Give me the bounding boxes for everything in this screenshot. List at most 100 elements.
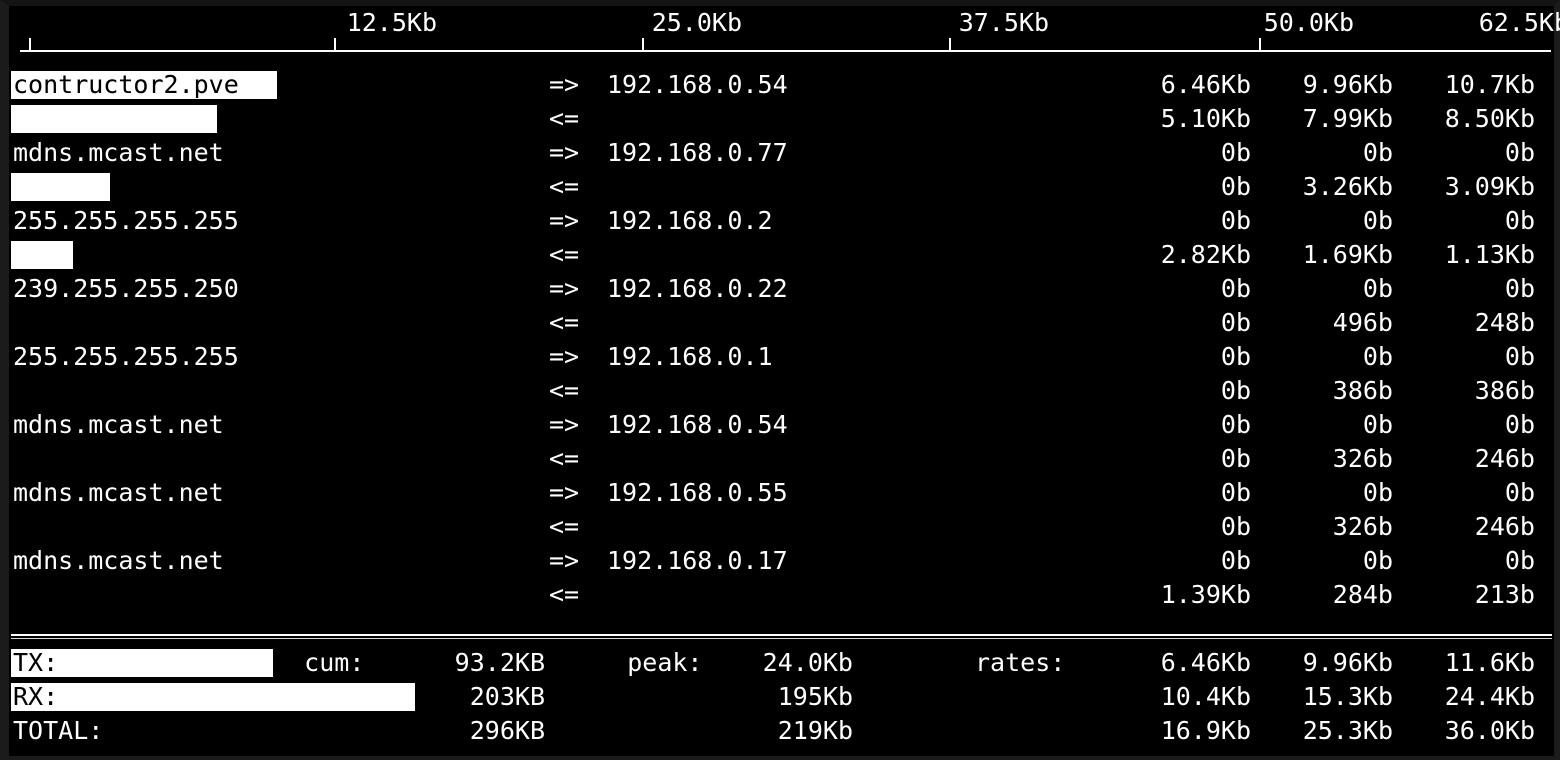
scale-tick-0 <box>29 38 31 52</box>
summary-direction-label: TX: <box>13 648 59 677</box>
tx-rate-2s: 0b <box>1220 546 1251 575</box>
rx-rate-2s: 0b <box>1220 444 1251 473</box>
receive-arrow-icon: <= <box>549 376 580 405</box>
scale-label-2: 37.5Kb <box>958 8 1049 37</box>
host-name: mdns.mcast.net <box>13 410 224 439</box>
connection-pair[interactable]: mdns.mcast.net => 192.168.0.55 0b 0b 0b <= 0b 32… <box>9 476 1554 544</box>
host-name: 255.255.255.255 <box>13 206 239 235</box>
tx-rate-10s: 0b <box>1362 478 1393 507</box>
connection-row-rx[interactable]: <= 5.10Kb 7.99Kb 8.50Kb <box>9 102 1554 136</box>
connection-row-tx[interactable]: mdns.mcast.net => 192.168.0.77 0b 0b 0b <box>9 136 1554 170</box>
tx-rate-2s: 0b <box>1220 478 1251 507</box>
connection-row-tx[interactable]: 255.255.255.255 => 192.168.0.1 0b 0b 0b <box>9 340 1554 374</box>
scale-tick-2 <box>642 38 644 52</box>
summary-row-text: RX: 203KB 195Kb 10.4Kb 15.3Kb 24.4Kb <box>9 680 1554 714</box>
summary-rate-2s: 16.9Kb <box>1160 716 1251 745</box>
tx-rate-2s: 6.46Kb <box>1160 70 1251 99</box>
connection-row-rx[interactable]: <= 2.82Kb 1.69Kb 1.13Kb <box>9 238 1554 272</box>
send-arrow-icon: => <box>549 206 580 235</box>
host-name: 255.255.255.255 <box>13 342 239 371</box>
connection-row-tx[interactable]: mdns.mcast.net => 192.168.0.55 0b 0b 0b <box>9 476 1554 510</box>
connection-pair[interactable]: mdns.mcast.net => 192.168.0.17 0b 0b 0b <= 1.39… <box>9 544 1554 612</box>
rx-rate-10s: 3.26Kb <box>1302 172 1393 201</box>
tx-rate-40s: 0b <box>1504 478 1535 507</box>
tx-rate-2s: 0b <box>1220 138 1251 167</box>
rx-rate-40s: 248b <box>1474 308 1535 337</box>
receive-arrow-icon: <= <box>549 308 580 337</box>
rx-rate-10s: 284b <box>1332 580 1393 609</box>
rx-row-text: <= 1.39Kb 284b 213b <box>9 578 1554 612</box>
rx-row-text: <= 0b 326b 246b <box>9 442 1554 476</box>
rx-rate-10s: 7.99Kb <box>1302 104 1393 133</box>
summary-peak-cell: 219Kb <box>642 716 853 745</box>
host-name: mdns.mcast.net <box>13 546 224 575</box>
summary-bandwidth-bar <box>11 649 273 677</box>
summary-cum-cell: 296KB <box>349 716 545 745</box>
summary-rate-40s: 24.4Kb <box>1444 682 1535 711</box>
summary-rate-10s: 9.96Kb <box>1302 648 1393 677</box>
summary-row: RX: 203KB 195Kb 10.4Kb 15.3Kb 24.4Kb <box>9 680 1554 714</box>
host-name: mdns.mcast.net <box>13 138 224 167</box>
connection-row-tx[interactable]: contructor2.pve => 192.168.0.54 6.46Kb 9.96K… <box>9 68 1554 102</box>
tx-rate-10s: 0b <box>1362 410 1393 439</box>
receive-arrow-icon: <= <box>549 240 580 269</box>
connection-pair[interactable]: mdns.mcast.net => 192.168.0.77 0b 0b 0b <= 0b 3.… <box>9 136 1554 204</box>
rx-row-text: <= 0b 496b 248b <box>9 306 1554 340</box>
tx-rate-10s: 0b <box>1362 206 1393 235</box>
summary-separator <box>11 634 1552 636</box>
rx-row-text: <= 0b 386b 386b <box>9 374 1554 408</box>
tx-row-text: mdns.mcast.net => 192.168.0.54 0b 0b 0b <box>9 408 1554 442</box>
receive-arrow-icon: <= <box>549 512 580 541</box>
rx-row-text: <= 5.10Kb 7.99Kb 8.50Kb <box>9 102 1554 136</box>
tx-rate-40s: 0b <box>1504 138 1535 167</box>
connection-row-rx[interactable]: <= 0b 326b 246b <box>9 510 1554 544</box>
connection-pair[interactable]: 239.255.255.250 => 192.168.0.22 0b 0b 0b <= 0b 4… <box>9 272 1554 340</box>
connection-pair[interactable]: 255.255.255.255 => 192.168.0.2 0b 0b 0b <= 2.82… <box>9 204 1554 272</box>
peer-address: 192.168.0.77 <box>607 138 788 167</box>
rx-rate-40s: 246b <box>1474 512 1535 541</box>
connection-row-tx[interactable]: 239.255.255.250 => 192.168.0.22 0b 0b 0b <box>9 272 1554 306</box>
connection-row-tx[interactable]: mdns.mcast.net => 192.168.0.17 0b 0b 0b <box>9 544 1554 578</box>
tx-rate-10s: 9.96Kb <box>1302 70 1393 99</box>
scale-tick-4 <box>1259 38 1261 52</box>
connection-row-tx[interactable]: mdns.mcast.net => 192.168.0.54 0b 0b 0b <box>9 408 1554 442</box>
summary-rates-label: rates: <box>975 648 1066 677</box>
connection-row-rx[interactable]: <= 0b 3.26Kb 3.09Kb <box>9 170 1554 204</box>
scale-label-0: 12.5Kb <box>346 8 437 37</box>
rx-rate-40s: 3.09Kb <box>1444 172 1535 201</box>
rx-rate-40s: 386b <box>1474 376 1535 405</box>
connection-row-rx[interactable]: <= 0b 326b 246b <box>9 442 1554 476</box>
connection-pair[interactable]: mdns.mcast.net => 192.168.0.54 0b 0b 0b <= 0b 32… <box>9 408 1554 476</box>
summary-rate-40s: 36.0Kb <box>1444 716 1535 745</box>
tx-rate-40s: 0b <box>1504 342 1535 371</box>
connection-row-tx[interactable]: 255.255.255.255 => 192.168.0.2 0b 0b 0b <box>9 204 1554 238</box>
summary-bandwidth-bar <box>11 683 415 711</box>
scale-tick-1 <box>334 38 336 52</box>
summary-rate-2s: 6.46Kb <box>1160 648 1251 677</box>
receive-arrow-icon: <= <box>549 580 580 609</box>
tx-rate-40s: 10.7Kb <box>1444 70 1535 99</box>
connection-row-rx[interactable]: <= 0b 386b 386b <box>9 374 1554 408</box>
summary-row-text: TX: cum: 93.2KB peak: 24.0Kb 6.46Kb 9.96Kb 11… <box>9 646 1554 680</box>
connection-row-rx[interactable]: <= 1.39Kb 284b 213b <box>9 578 1554 612</box>
connection-pair[interactable]: contructor2.pve => 192.168.0.54 6.46Kb 9.96K… <box>9 68 1554 136</box>
receive-arrow-icon: <= <box>549 444 580 473</box>
rx-rate-2s: 0b <box>1220 172 1251 201</box>
tx-row-text: 255.255.255.255 => 192.168.0.1 0b 0b 0b <box>9 340 1554 374</box>
tx-bandwidth-bar <box>11 71 277 99</box>
send-arrow-icon: => <box>549 546 580 575</box>
connection-list[interactable]: contructor2.pve => 192.168.0.54 6.46Kb 9.96K… <box>9 68 1554 632</box>
tx-rate-40s: 0b <box>1504 274 1535 303</box>
send-arrow-icon: => <box>549 70 580 99</box>
rx-rate-2s: 5.10Kb <box>1160 104 1251 133</box>
receive-arrow-icon: <= <box>549 172 580 201</box>
tx-rate-40s: 0b <box>1504 546 1535 575</box>
rx-rate-10s: 326b <box>1332 512 1393 541</box>
connection-row-rx[interactable]: <= 0b 496b 248b <box>9 306 1554 340</box>
rx-rate-40s: 213b <box>1474 580 1535 609</box>
connection-pair[interactable]: 255.255.255.255 => 192.168.0.1 0b 0b 0b <= 0b 38… <box>9 340 1554 408</box>
tx-rate-10s: 0b <box>1362 274 1393 303</box>
summary-panel: TX: cum: 93.2KB peak: 24.0Kb 6.46Kb 9.96Kb 11… <box>9 646 1554 756</box>
tx-rate-10s: 0b <box>1362 138 1393 167</box>
